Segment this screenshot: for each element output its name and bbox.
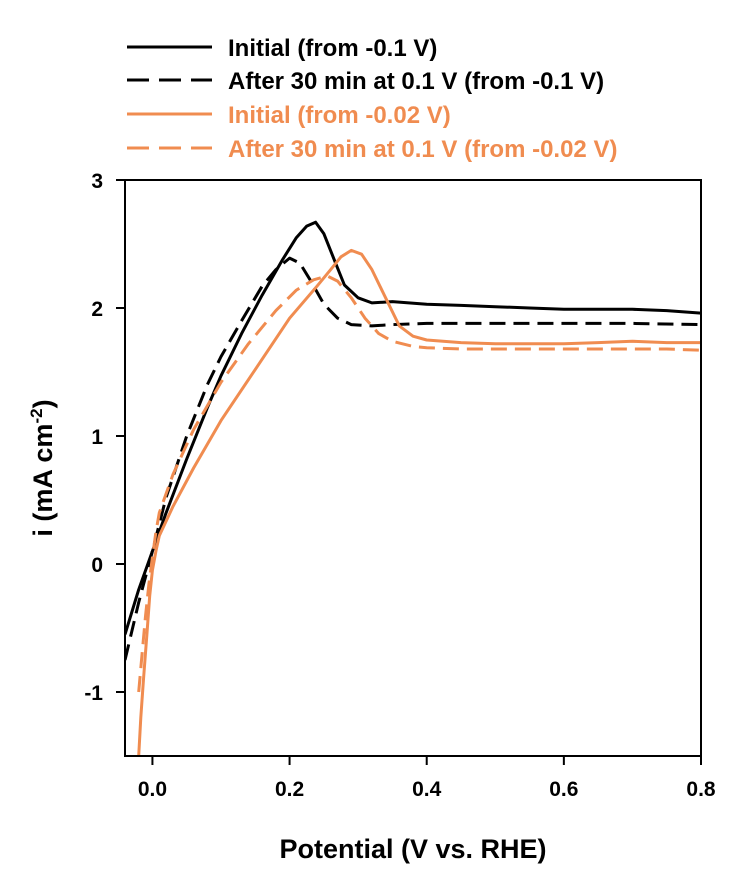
x-axis-title: Potential (V vs. RHE) [279, 834, 546, 864]
x-tick-label: 0.2 [275, 778, 304, 801]
y-axis-title-end: ) [28, 399, 58, 408]
y-axis: -1 0 1 2 3 [84, 170, 125, 705]
x-tick-label: 0.4 [412, 778, 442, 801]
x-tick-label: 0.0 [138, 778, 167, 801]
y-tick-label: 1 [91, 426, 103, 449]
y-tick-label: 0 [91, 554, 103, 577]
y-axis-title: i (mA cm-2) [27, 399, 58, 536]
y-tick-label: -1 [84, 682, 103, 705]
plot-area [124, 179, 702, 757]
series-layer [125, 220, 701, 756]
legend-item: Initial (from -0.02 V) [127, 102, 451, 129]
legend-label: After 30 min at 0.1 V (from -0.1 V) [228, 68, 604, 95]
legend: Initial (from -0.1 V) After 30 min at 0.… [127, 35, 617, 163]
x-tick-label: 0.8 [686, 778, 716, 801]
series-line [137, 248, 701, 756]
y-tick-label: 3 [91, 170, 103, 193]
x-tick-label: 0.6 [549, 778, 578, 801]
legend-item: After 30 min at 0.1 V (from -0.1 V) [127, 68, 604, 95]
legend-item: Initial (from -0.1 V) [127, 35, 437, 62]
x-axis: 0.0 0.2 0.4 0.6 0.8 [138, 756, 716, 801]
legend-label: After 30 min at 0.1 V (from -0.02 V) [228, 136, 617, 163]
series-line [137, 274, 701, 693]
legend-label: Initial (from -0.1 V) [228, 35, 437, 62]
y-tick-label: 2 [91, 298, 103, 321]
legend-item: After 30 min at 0.1 V (from -0.02 V) [127, 136, 617, 163]
legend-label: Initial (from -0.02 V) [228, 102, 451, 129]
series-line [125, 256, 701, 661]
y-axis-title-main: i (mA cm [28, 424, 58, 537]
series-line [125, 220, 701, 635]
y-axis-title-sup: -2 [27, 408, 46, 423]
